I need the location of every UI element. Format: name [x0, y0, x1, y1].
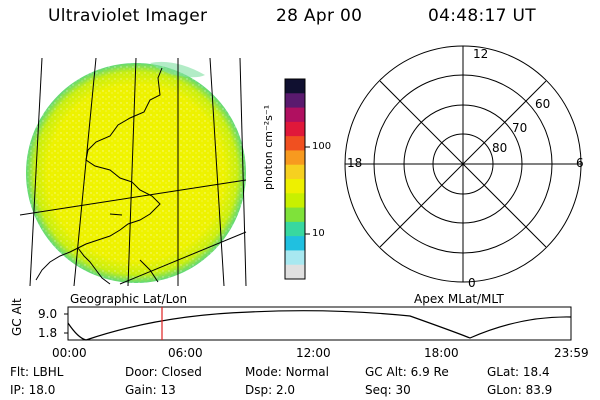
altitude-tick-high: 9.0 [38, 307, 58, 321]
colorbar-segment [285, 193, 305, 209]
colorbar-segment [285, 250, 305, 266]
mlat-label-70: 70 [512, 121, 528, 135]
mlt-label-6: 6 [576, 156, 584, 170]
colorbar-tick-100: 100 [312, 141, 332, 152]
colorbar-frame [284, 78, 306, 280]
mlt-label-18: 18 [347, 156, 363, 170]
mlat-label-80: 80 [492, 141, 508, 155]
colorbar [285, 79, 305, 280]
time-tick-1800: 18:00 [424, 346, 459, 360]
colorbar-unit-label: photon cm⁻²s⁻¹ [262, 104, 275, 190]
colorbar-segment [285, 150, 305, 166]
time-tick-0000: 00:00 [52, 346, 87, 360]
time-tick-0600: 06:00 [168, 346, 203, 360]
colorbar-segment [285, 164, 305, 180]
colorbar-segment [285, 179, 305, 194]
earth-disk-image [26, 61, 246, 283]
date-label: 28 Apr 00 [276, 6, 363, 26]
status-dsp: Dsp: 2.0 [245, 383, 296, 397]
status-ip: IP: 18.0 [10, 383, 56, 397]
status-filter: Flt: LBHL [10, 365, 64, 379]
status-mode: Mode: Normal [245, 365, 329, 379]
colorbar-segment [285, 121, 305, 137]
altitude-plot [64, 306, 572, 341]
geographic-projection-label: Geographic Lat/Lon [70, 292, 188, 306]
altitude-tick-low: 1.8 [38, 326, 58, 340]
colorbar-segment [285, 207, 305, 223]
altitude-curve [67, 310, 572, 341]
colorbar-segment [285, 236, 305, 251]
colorbar-segment [285, 264, 305, 280]
status-gain: Gain: 13 [125, 383, 176, 397]
status-glat: GLat: 18.4 [487, 365, 550, 379]
colorbar-segment [285, 107, 305, 123]
geographic-grid [19, 57, 247, 287]
mlt-label-0: 0 [468, 276, 476, 290]
status-gc-alt: GC Alt: 6.9 Re [365, 365, 449, 379]
altitude-axis-label: GC Alt [10, 298, 24, 336]
colorbar-segment [285, 136, 305, 151]
colorbar-tick-10: 10 [312, 228, 325, 239]
time-label: 04:48:17 UT [428, 6, 536, 26]
polar-plot [344, 45, 582, 283]
status-door: Door: Closed [125, 365, 202, 379]
colorbar-segment [285, 221, 305, 237]
apex-projection-label: Apex MLat/MLT [414, 292, 504, 306]
colorbar-segment [285, 93, 305, 109]
time-tick-2359: 23:59 [554, 346, 589, 360]
status-seq: Seq: 30 [365, 383, 411, 397]
status-glon: GLon: 83.9 [487, 383, 553, 397]
mlat-label-60: 60 [535, 97, 551, 111]
mlt-label-12: 12 [473, 47, 489, 61]
time-tick-1200: 12:00 [296, 346, 331, 360]
colorbar-segment [285, 79, 305, 94]
instrument-title: Ultraviolet Imager [48, 6, 208, 26]
